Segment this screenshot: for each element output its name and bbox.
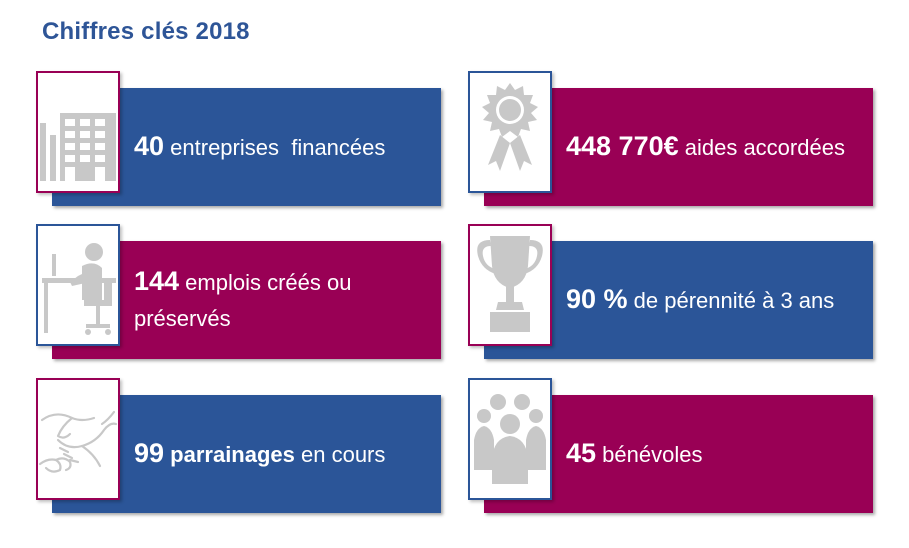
trophy-icon bbox=[477, 236, 543, 332]
page-title: Chiffres clés 2018 bbox=[42, 18, 250, 45]
stat-text: 40 entreprises financées bbox=[134, 88, 434, 206]
stat-text: 45 bénévoles bbox=[566, 395, 866, 513]
stat-label: bénévoles bbox=[596, 442, 703, 467]
icon-frame bbox=[36, 71, 120, 193]
stat-label: entreprises financées bbox=[164, 135, 386, 160]
stat-number: 40 bbox=[134, 131, 165, 161]
stat-number: 90 % bbox=[566, 284, 628, 314]
icon-frame bbox=[468, 224, 552, 346]
stat-text: 90 % de pérennité à 3 ans bbox=[566, 241, 866, 359]
stat-number: 448 770€ bbox=[566, 131, 679, 161]
icon-frame bbox=[36, 378, 120, 500]
stat-number: 144 bbox=[134, 266, 180, 296]
icon-frame bbox=[36, 224, 120, 346]
stat-text: 448 770€ aides accordées bbox=[566, 88, 866, 206]
icon-frame bbox=[468, 378, 552, 500]
stat-number: 99 bbox=[134, 438, 165, 468]
stat-text: 99 parrainages en cours bbox=[134, 395, 434, 513]
icon-frame bbox=[468, 71, 552, 193]
desk-worker-icon bbox=[42, 243, 116, 335]
handshake-icon bbox=[38, 410, 118, 473]
group-people-icon bbox=[474, 394, 546, 484]
stat-label: de pérennité à 3 ans bbox=[627, 288, 835, 313]
stat-bold-label: parrainages bbox=[164, 442, 295, 467]
stat-label: emplois créés ou préservés bbox=[134, 270, 352, 331]
stat-label: aides accordées bbox=[678, 135, 845, 160]
stat-number: 45 bbox=[566, 438, 597, 468]
award-ribbon-icon bbox=[482, 83, 538, 171]
stat-label: en cours bbox=[294, 442, 386, 467]
stat-text: 144 emplois créés ou préservés bbox=[134, 241, 434, 359]
office-building-icon bbox=[40, 113, 116, 181]
